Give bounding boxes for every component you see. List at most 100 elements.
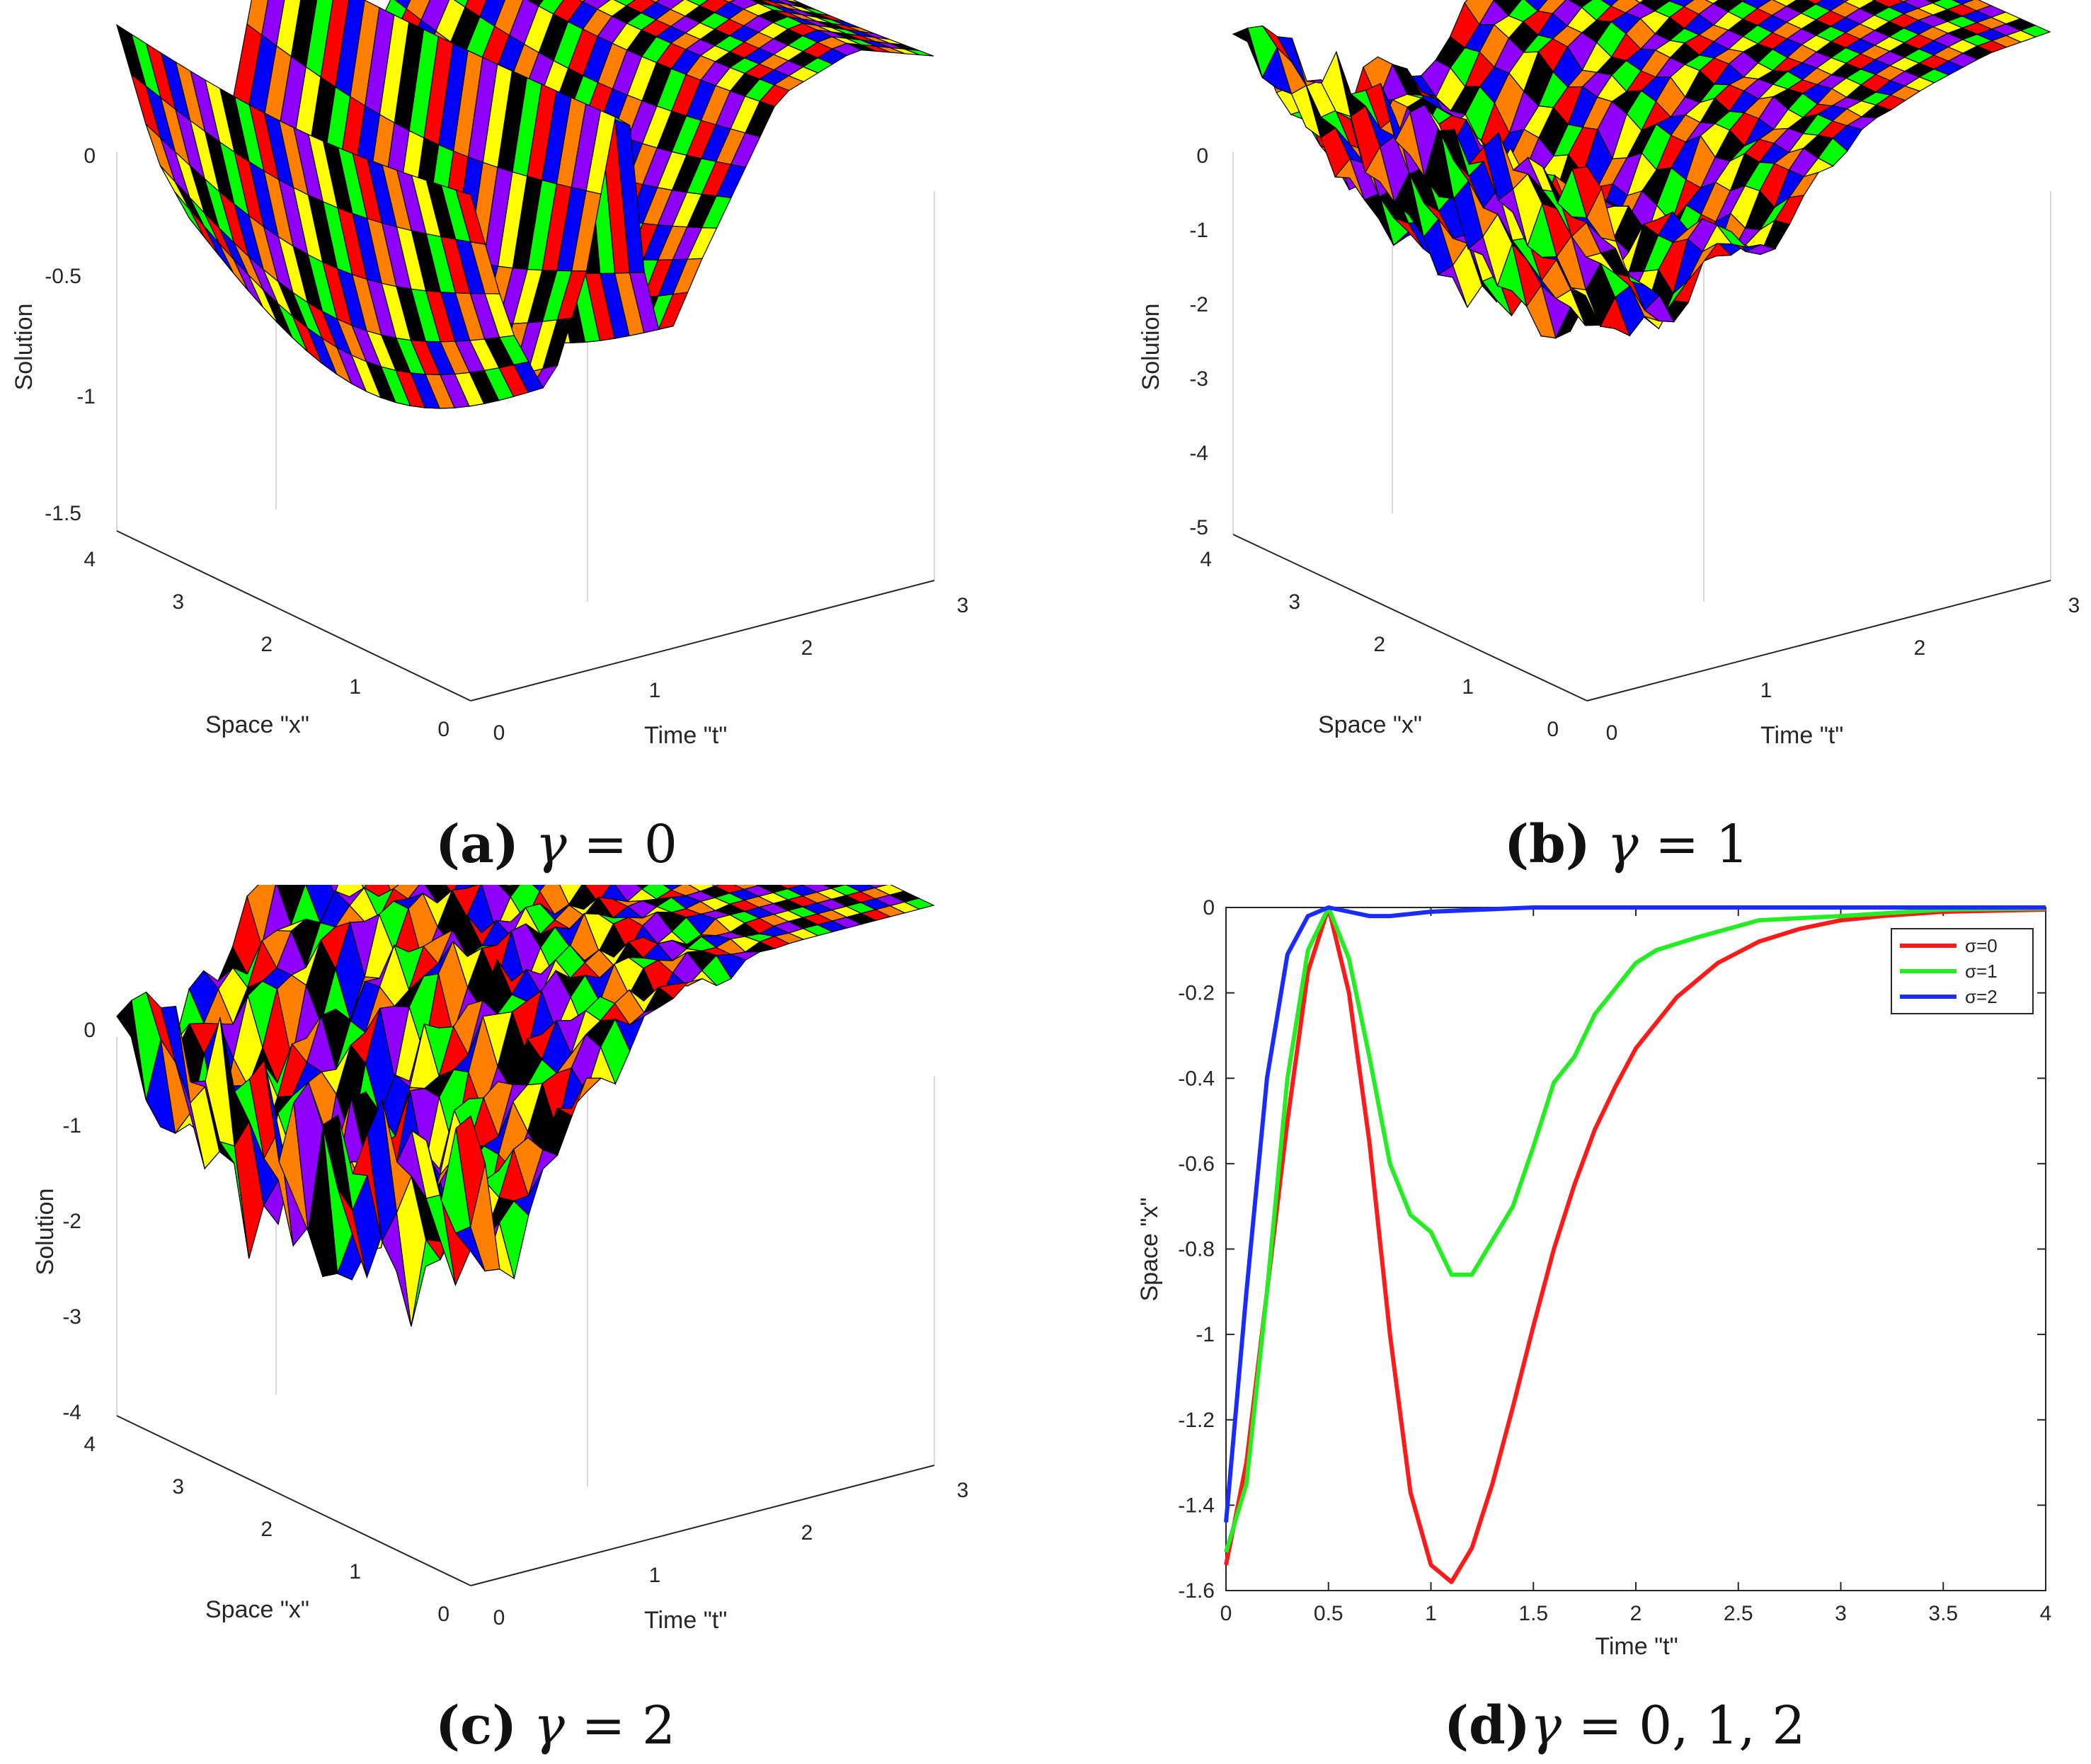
z-tick-c-4: -4 (62, 1401, 81, 1424)
x-tick-a-4: 4 (84, 548, 96, 571)
legend-d: σ=0 σ=1 σ=2 (1891, 928, 2034, 1014)
x-tick-b-4: 4 (1200, 548, 1212, 571)
x-tick-c-0: 0 (437, 1603, 449, 1626)
t-tick-a-1: 1 (649, 679, 661, 702)
x-tick-a-0: 0 (437, 718, 449, 741)
surface-c (116, 885, 935, 1327)
x-ticks-d: 0 0.5 1 1.5 2 2.5 3 3.5 4 (1220, 907, 2052, 1625)
x-tick-b-2: 2 (1373, 633, 1385, 656)
y-label-d: Space "x" (1136, 1198, 1163, 1302)
series-lines-d (1224, 905, 2046, 1584)
t-tick-c-1: 1 (649, 1564, 661, 1587)
z-label-c: Solution (32, 1189, 59, 1276)
y-tick-label-d: -0.4 (1178, 1067, 1215, 1090)
t-label-a: Time "t" (644, 722, 727, 749)
surface-patch-c (455, 1115, 486, 1227)
z-tick-c-2: -2 (62, 1210, 81, 1233)
t-tick-a-2: 2 (801, 636, 813, 660)
z-tick-c-1: -1 (62, 1114, 81, 1138)
surface-patch-b (1806, 0, 1823, 5)
legend-label-sigma0: σ=0 (1965, 935, 1998, 956)
t-label-c: Time "t" (644, 1607, 727, 1634)
x-label-c: Space "x" (205, 1596, 309, 1623)
surface-patch-b (1600, 0, 1619, 7)
surface-plot-b: 0 -1 -2 -3 -4 -5 0 1 2 3 4 0 1 2 3 Solut… (1138, 0, 2080, 749)
x-tick-c-4: 4 (84, 1433, 96, 1456)
series-line-sigma0 (1224, 905, 2046, 1584)
x-tick-b-0: 0 (1547, 718, 1559, 741)
line-plot-d: 0 0.5 1 1.5 2 2.5 3 3.5 4 0 -0.2 -0.4 -0.6 -0.8 -1 -1.… (1136, 896, 2052, 1660)
t-tick-b-2: 2 (1914, 636, 1926, 660)
z-tick-b-0: 0 (1196, 144, 1208, 168)
t-tick-c-3: 3 (957, 1479, 969, 1502)
y-tick-label-d: -1 (1196, 1323, 1215, 1346)
surface-b (1232, 0, 2051, 340)
z-tick-b-1: -1 (1189, 219, 1208, 242)
x-tick-label-d: 2 (1630, 1602, 1642, 1625)
axis-lines-c (116, 1415, 935, 1586)
z-tick-a-2: -1 (76, 385, 96, 408)
t-tick-a-0: 0 (493, 721, 505, 745)
x-tick-a-3: 3 (172, 590, 184, 614)
y-tick-label-d: -1.6 (1178, 1579, 1215, 1603)
y-tick-label-d: -1.4 (1178, 1494, 1215, 1517)
caption-d: (d)γ = 0, 1, 2 (1444, 1695, 1806, 1756)
z-tick-c-0: 0 (84, 1019, 96, 1042)
t-tick-b-1: 1 (1760, 679, 1772, 702)
x-label-b: Space "x" (1318, 711, 1422, 738)
surface-patch-b (1705, 0, 1720, 4)
t-tick-a-3: 3 (957, 594, 969, 617)
z-tick-c-3: -3 (62, 1305, 81, 1329)
x-tick-label-d: 3 (1835, 1602, 1847, 1625)
surface-patch-b (1571, 166, 1603, 219)
x-tick-label-d: 1 (1425, 1602, 1437, 1625)
t-tick-c-2: 2 (801, 1521, 813, 1545)
y-tick-label-d: -0.8 (1178, 1238, 1215, 1261)
x-tick-label-d: 1.5 (1518, 1602, 1548, 1625)
surface-patch-c (445, 885, 458, 894)
axis-lines-a (116, 530, 935, 701)
x-tick-b-1: 1 (1462, 675, 1474, 699)
x-tick-c-3: 3 (172, 1475, 184, 1499)
z-tick-a-3: -1.5 (45, 502, 81, 525)
surface-patch-b (1634, 0, 1644, 4)
x-tick-label-d: 4 (2040, 1602, 2052, 1625)
series-line-sigma1 (1224, 905, 2046, 1553)
x-label-a: Space "x" (205, 711, 309, 738)
x-tick-label-d: 3.5 (1928, 1602, 1958, 1625)
z-tick-b-2: -2 (1189, 293, 1208, 316)
y-tick-label-d: -0.6 (1178, 1152, 1215, 1176)
surface-plot-c: 0 -1 -2 -3 -4 0 1 2 3 4 0 1 2 3 Solution… (32, 885, 969, 1634)
t-tick-b-0: 0 (1606, 721, 1618, 745)
surface-patch-c (532, 885, 546, 892)
x-tick-a-2: 2 (260, 633, 273, 656)
surface-plot-a: 0 -0.5 -1 -1.5 0 1 2 3 4 0 1 2 3 Solutio… (11, 0, 969, 749)
caption-a: (a) γ = 0 (435, 814, 677, 875)
z-label-b: Solution (1138, 304, 1164, 391)
t-label-b: Time "t" (1760, 722, 1843, 749)
x-tick-label-d: 2.5 (1724, 1602, 1753, 1625)
caption-b: (b) γ = 1 (1504, 814, 1749, 875)
z-label-a: Solution (11, 304, 38, 391)
t-tick-b-3: 3 (2068, 594, 2080, 617)
caption-c: (c) γ = 2 (435, 1695, 676, 1756)
y-tick-label-d: -1.2 (1178, 1409, 1215, 1432)
series-line-sigma2 (1224, 905, 2046, 1523)
x-tick-b-3: 3 (1288, 590, 1300, 614)
x-tick-label-d: 0 (1220, 1602, 1232, 1625)
x-tick-label-d: 0.5 (1314, 1602, 1344, 1625)
y-tick-label-d: -0.2 (1178, 982, 1215, 1005)
surface-patch-c (330, 885, 339, 896)
surface-patch-c (636, 885, 649, 890)
z-tick-a-0: 0 (84, 144, 96, 168)
legend-label-sigma1: σ=1 (1965, 961, 1998, 982)
t-tick-c-0: 0 (493, 1606, 505, 1630)
surface-a (115, 0, 934, 409)
legend-label-sigma2: σ=2 (1965, 986, 1998, 1007)
x-label-d: Time "t" (1595, 1633, 1678, 1660)
surface-patch-a (455, 189, 486, 245)
z-tick-b-5: -5 (1189, 516, 1208, 539)
z-tick-b-3: -3 (1189, 367, 1208, 391)
surface-patch-b (1925, 0, 1942, 4)
y-tick-label-d: 0 (1203, 896, 1215, 920)
